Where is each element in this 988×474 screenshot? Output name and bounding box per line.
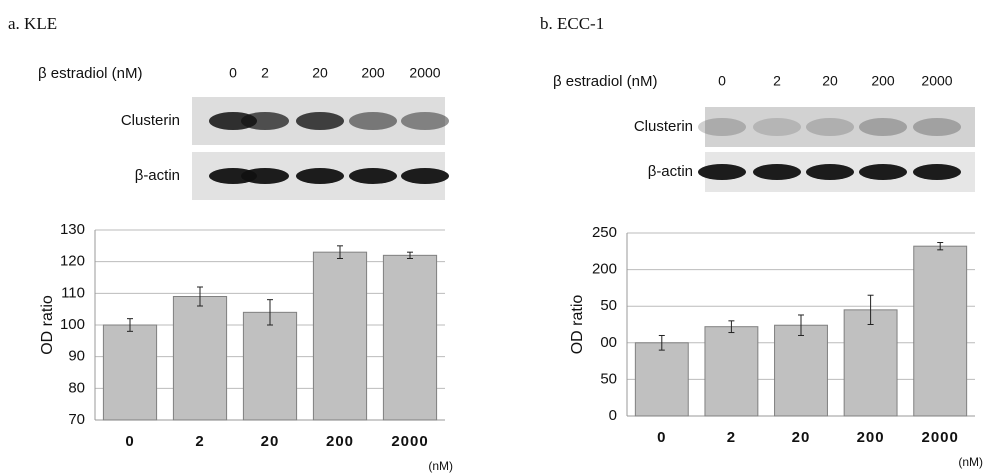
blot-band bbox=[296, 112, 344, 130]
y-tick-label: 70 bbox=[68, 411, 85, 428]
y-tick-label: 00 bbox=[600, 334, 617, 351]
x-tick-label: 2 bbox=[727, 429, 736, 446]
y-axis-title: OD ratio bbox=[569, 295, 586, 355]
y-tick-label: 50 bbox=[600, 370, 617, 387]
x-tick-label: 2 bbox=[195, 433, 204, 450]
y-tick-label: 0 bbox=[609, 407, 617, 424]
bar bbox=[102, 324, 158, 421]
blot-band bbox=[296, 168, 344, 184]
blot-band bbox=[241, 168, 289, 184]
lane-label: 200 bbox=[361, 65, 385, 81]
blot-band bbox=[913, 164, 961, 180]
panel-label: a. KLE bbox=[8, 14, 57, 33]
blot-band bbox=[349, 112, 397, 130]
blot-row-label: β-actin bbox=[135, 167, 180, 184]
x-tick-label: 200 bbox=[326, 433, 354, 450]
lane-label: 20 bbox=[822, 73, 838, 89]
blot-band bbox=[859, 118, 907, 136]
blot-row-label: β-actin bbox=[648, 163, 693, 180]
x-tick-label: 20 bbox=[792, 429, 811, 446]
bar bbox=[634, 342, 689, 417]
panel-label: b. ECC-1 bbox=[540, 14, 604, 33]
blot-band bbox=[241, 112, 289, 130]
blot-treatment: β estradiol (nM) bbox=[553, 73, 658, 90]
blot-strip bbox=[705, 107, 975, 147]
blot-band bbox=[806, 118, 854, 136]
y-axis-title: OD ratio bbox=[39, 295, 56, 355]
y-tick-label: 100 bbox=[60, 316, 85, 333]
blot-row-label: Clusterin bbox=[634, 118, 693, 135]
lane-label: 200 bbox=[871, 73, 895, 89]
bar bbox=[704, 326, 759, 417]
bar bbox=[172, 296, 228, 421]
x-tick-label: 0 bbox=[125, 433, 134, 450]
lane-label: 2 bbox=[773, 73, 781, 89]
lane-label: 0 bbox=[229, 65, 237, 81]
blot-band bbox=[753, 118, 801, 136]
x-tick-label: 200 bbox=[857, 429, 885, 446]
bar bbox=[843, 309, 898, 417]
x-tick-label: 0 bbox=[657, 429, 666, 446]
bar bbox=[913, 245, 968, 417]
lane-label: 20 bbox=[312, 65, 328, 81]
blot-row-label: Clusterin bbox=[121, 112, 180, 129]
y-tick-label: 90 bbox=[68, 348, 85, 365]
x-unit: (nM) bbox=[428, 459, 453, 473]
blot-band bbox=[698, 164, 746, 180]
x-unit: (nM) bbox=[958, 455, 983, 469]
bar bbox=[774, 324, 828, 417]
y-tick-label: 110 bbox=[61, 284, 85, 301]
lane-label: 2000 bbox=[921, 73, 952, 89]
x-tick-label: 2000 bbox=[391, 433, 428, 450]
blot-band bbox=[913, 118, 961, 136]
y-tick-label: 250 bbox=[592, 224, 617, 241]
bar bbox=[382, 254, 438, 421]
lane-label: 2 bbox=[261, 65, 269, 81]
y-tick-label: 80 bbox=[68, 379, 85, 396]
blot-band bbox=[698, 118, 746, 136]
x-tick-label: 20 bbox=[261, 433, 280, 450]
bar bbox=[242, 311, 298, 421]
x-tick-label: 2000 bbox=[922, 429, 959, 446]
blot-band bbox=[401, 168, 449, 184]
blot-band bbox=[349, 168, 397, 184]
blot-band bbox=[753, 164, 801, 180]
y-tick-label: 50 bbox=[600, 297, 617, 314]
y-tick-label: 130 bbox=[60, 221, 85, 238]
y-tick-label: 200 bbox=[592, 261, 617, 278]
lane-label: 0 bbox=[718, 73, 726, 89]
lane-label: 2000 bbox=[409, 65, 440, 81]
blot-band bbox=[806, 164, 854, 180]
blot-treatment: β estradiol (nM) bbox=[38, 65, 143, 82]
blot-band bbox=[859, 164, 907, 180]
bar bbox=[312, 251, 368, 421]
blot-band bbox=[401, 112, 449, 130]
y-tick-label: 120 bbox=[60, 253, 85, 270]
